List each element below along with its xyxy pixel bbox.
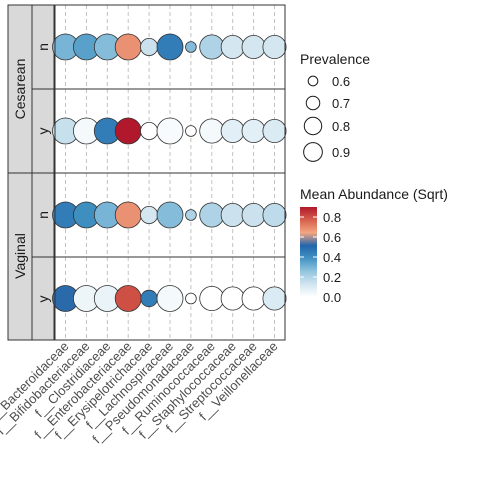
- size-legend-label: 0.9: [332, 145, 350, 160]
- data-point: [114, 285, 142, 312]
- size-legend-label: 0.6: [332, 74, 350, 89]
- data-point: [199, 118, 225, 144]
- strip-outer-vaginal: [7, 172, 33, 341]
- data-point: [241, 119, 266, 144]
- data-point: [199, 202, 225, 228]
- strip-outer-cesarean: [7, 4, 33, 174]
- strip-label-vaginal-n: n: [35, 211, 51, 219]
- data-point: [140, 122, 159, 141]
- data-point: [199, 285, 225, 311]
- data-point: [156, 285, 184, 312]
- data-point: [185, 41, 197, 53]
- color-legend-bar: [300, 207, 317, 297]
- x-axis-tick-labels: f__Bacteroidaceaef__Bifidobacteriaceaef_…: [0, 339, 281, 447]
- size-legend-label: 0.8: [332, 119, 350, 134]
- data-points: [52, 4, 287, 341]
- data-point: [185, 292, 197, 305]
- color-legend-labels: 0.8 0.6 0.4 0.2 0.0: [300, 210, 341, 305]
- strip-label-vaginal: Vaginal: [12, 233, 28, 279]
- data-point: [114, 117, 142, 145]
- size-legend-key: [303, 116, 323, 136]
- data-point: [220, 202, 245, 227]
- color-legend-label: 0.0: [323, 290, 341, 305]
- data-point: [262, 35, 287, 60]
- size-legend: Prevalence 0.6 0.7 0.8 0.9: [300, 51, 370, 162]
- strip-label-vaginal-y: y: [35, 296, 51, 303]
- data-point: [140, 205, 159, 224]
- strip-label-cesarean-n: n: [35, 43, 51, 51]
- panel-border: [54, 256, 286, 341]
- size-legend-title: Prevalence: [300, 51, 370, 67]
- data-point: [241, 286, 266, 311]
- data-point: [220, 286, 245, 311]
- color-legend-label: 0.2: [323, 270, 341, 285]
- data-point: [185, 125, 197, 137]
- color-legend-label: 0.8: [323, 210, 341, 225]
- data-point: [262, 119, 287, 144]
- data-point: [220, 119, 245, 144]
- data-point: [241, 35, 266, 60]
- data-point: [114, 33, 142, 61]
- data-point: [199, 34, 225, 60]
- data-point: [156, 117, 184, 145]
- size-legend-key: [307, 75, 319, 87]
- data-point: [262, 202, 287, 227]
- strip-label-cesarean: Cesarean: [12, 59, 28, 120]
- data-point: [262, 286, 287, 311]
- data-point: [220, 35, 245, 60]
- data-point: [140, 289, 158, 308]
- size-legend-keys: 0.6 0.7 0.8 0.9: [303, 74, 350, 162]
- size-legend-key: [303, 142, 323, 162]
- strip-label-cesarean-y: y: [35, 128, 51, 135]
- size-legend-key: [305, 95, 321, 111]
- data-point: [241, 202, 266, 227]
- color-legend: Mean Abundance (Sqrt) 0.8 0.6 0.4 0.2 0.0: [300, 186, 448, 305]
- data-point: [185, 209, 197, 221]
- data-point: [140, 38, 159, 57]
- data-point: [156, 33, 184, 61]
- data-point: [114, 201, 142, 229]
- color-legend-title: Mean Abundance (Sqrt): [300, 186, 448, 202]
- color-legend-label: 0.4: [323, 250, 341, 265]
- data-point: [156, 201, 184, 229]
- size-legend-label: 0.7: [332, 96, 350, 111]
- color-legend-label: 0.6: [323, 230, 341, 245]
